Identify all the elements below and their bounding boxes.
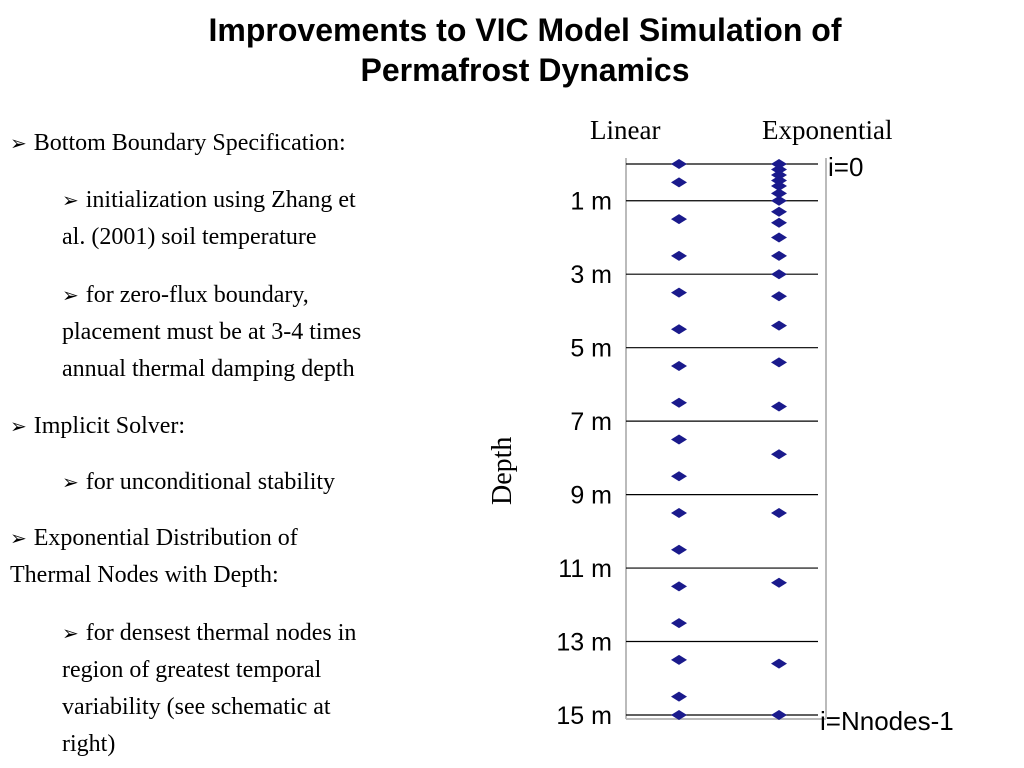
- bullet-exponential-distribution: ➢ Exponential Distribution of Thermal Nod…: [10, 520, 470, 594]
- thermal-node-marker: [671, 250, 687, 261]
- thermal-node-marker: [671, 471, 687, 482]
- depth-axis-label: Depth: [487, 436, 518, 505]
- arrow-bullet-icon: ➢: [10, 526, 27, 550]
- thermal-node-marker: [771, 164, 787, 175]
- thermal-node-marker: [671, 618, 687, 629]
- thermal-node-marker: [771, 320, 787, 331]
- thermal-node-marker: [671, 397, 687, 408]
- bottom-node-label: i=Nnodes-1: [820, 706, 954, 736]
- arrow-bullet-icon: ➢: [10, 414, 27, 438]
- label-linear: Linear: [590, 115, 661, 145]
- title-line-1: Improvements to VIC Model Simulation of: [208, 12, 842, 48]
- depth-tick-label: 1 m: [570, 188, 612, 216]
- thermal-node-marker: [771, 188, 787, 199]
- thermal-node-marker: [671, 507, 687, 518]
- thermal-node-marker: [671, 654, 687, 665]
- thermal-node-marker: [671, 287, 687, 298]
- schematic-grid: [625, 158, 827, 720]
- thermal-node-marker: [671, 434, 687, 445]
- depth-tick-label: 5 m: [570, 335, 612, 363]
- thermal-node-marker: [671, 214, 687, 225]
- thermal-node-marker: [671, 691, 687, 702]
- thermal-node-marker: [771, 159, 787, 169]
- thermal-node-marker: [771, 250, 787, 261]
- title-line-2: Permafrost Dynamics: [360, 52, 690, 88]
- thermal-node-marker: [771, 269, 787, 280]
- arrow-bullet-icon: ➢: [62, 621, 79, 645]
- subbullet-zero-flux: ➢ for zero-flux boundary, placement must …: [62, 277, 462, 388]
- thermal-node-marker: [771, 175, 787, 186]
- depth-tick-label: 13 m: [556, 629, 612, 657]
- thermal-node-marker: [771, 195, 787, 206]
- thermal-node-marker: [771, 206, 787, 217]
- thermal-node-marker: [671, 581, 687, 592]
- thermal-node-marker: [771, 577, 787, 588]
- exponential-node-column: [771, 159, 787, 720]
- arrow-bullet-icon: ➢: [62, 188, 79, 212]
- thermal-node-marker: [771, 507, 787, 518]
- thermal-node-marker: [771, 710, 787, 720]
- depth-tick-label: 9 m: [570, 482, 612, 510]
- bullet-bottom-boundary: ➢ Bottom Boundary Specification:: [10, 125, 470, 162]
- top-node-label: i=0: [828, 152, 863, 182]
- thermal-node-marker: [771, 217, 787, 228]
- thermal-node-marker: [771, 232, 787, 243]
- thermal-node-marker: [771, 181, 787, 192]
- subbullet-densest-nodes: ➢ for densest thermal nodes in region of …: [62, 615, 462, 763]
- arrow-bullet-icon: ➢: [62, 470, 79, 494]
- thermal-node-marker: [771, 357, 787, 368]
- depth-tick-label: 7 m: [570, 408, 612, 436]
- linear-node-column: [671, 159, 687, 720]
- arrow-bullet-icon: ➢: [10, 131, 27, 155]
- slide-title: Improvements to VIC Model Simulation of …: [40, 10, 1010, 90]
- subbullet-stability: ➢ for unconditional stability: [62, 464, 462, 501]
- thermal-node-marker: [671, 710, 687, 720]
- bullet-implicit-solver: ➢ Implicit Solver:: [10, 408, 470, 445]
- thermal-node-marker: [671, 361, 687, 372]
- depth-tick-label: 11 m: [558, 555, 612, 583]
- label-exponential: Exponential: [762, 115, 893, 145]
- thermal-node-marker: [771, 401, 787, 412]
- depth-tick-label: 3 m: [570, 261, 612, 289]
- thermal-node-marker: [771, 449, 787, 460]
- node-distribution-schematic: 1 m 3 m 5 m 7 m 9 m 11 m 13 m 15 m i=0 i=Nnodes…: [556, 152, 954, 736]
- thermal-node-marker: [671, 544, 687, 555]
- arrow-bullet-icon: ➢: [62, 283, 79, 307]
- thermal-node-marker: [771, 291, 787, 302]
- subbullet-initialization: ➢ initialization using Zhang et al. (2001…: [62, 182, 462, 256]
- thermal-node-marker: [771, 658, 787, 669]
- thermal-node-marker: [771, 170, 787, 181]
- thermal-node-marker: [671, 177, 687, 188]
- depth-tick-label: 15 m: [556, 702, 612, 730]
- thermal-node-marker: [671, 159, 687, 169]
- thermal-node-marker: [671, 324, 687, 335]
- depth-tick-labels: 1 m 3 m 5 m 7 m 9 m 11 m 13 m 15 m: [556, 188, 612, 730]
